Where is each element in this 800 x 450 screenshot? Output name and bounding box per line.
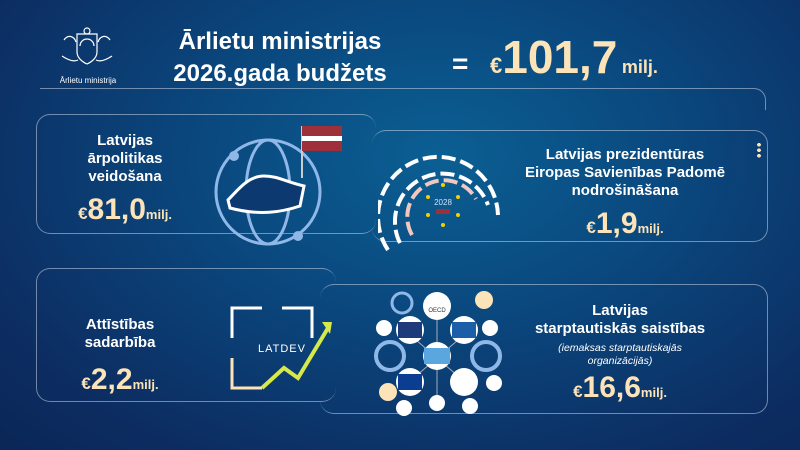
equals-sign: = — [452, 48, 469, 79]
title-line: Latvijas — [592, 302, 648, 319]
section-foreign-policy: Latvijas ārpolitikas veidošana €81,0milj… — [50, 132, 200, 233]
title-line: nodrošināšana — [571, 182, 679, 199]
page-title: Ārlietu ministrijas 2026.gada budžets — [140, 26, 420, 90]
more-options-icon[interactable] — [757, 142, 761, 158]
eu-parliament-icon: 2028 — [376, 135, 508, 260]
amount-value: 81,0 — [87, 193, 146, 226]
currency: € — [573, 382, 583, 401]
subtitle-line: (iemaksas starptautiskajās — [558, 342, 682, 354]
frame-line — [40, 88, 766, 110]
logo-caption: Ārlietu ministrija — [59, 76, 117, 85]
title-line: Eiropas Savienības Padomē — [524, 164, 726, 181]
oecd-label: OECD — [428, 308, 446, 314]
amount-value: 1,9 — [595, 207, 638, 240]
amount-unit: milj. — [621, 57, 658, 77]
section-amount: €2,2milj. — [81, 362, 158, 403]
amount-value: 16,6 — [582, 371, 641, 404]
section-international-commitments: Latvijas starptautiskās saistības (iemak… — [510, 302, 730, 411]
title-line: Latvijas — [97, 132, 153, 149]
section-title: Attīstības sadarbība — [85, 316, 156, 352]
amount-unit: milj. — [637, 221, 664, 236]
frame-line — [320, 284, 768, 414]
latdev-logo-text: LATDEV — [258, 343, 306, 355]
amount-unit: milj. — [145, 207, 172, 222]
subtitle-line: organizācijās) — [587, 355, 653, 367]
amount-unit: milj. — [132, 377, 159, 392]
title-line: ārpolitikas — [87, 150, 163, 167]
title-line: veidošana — [88, 168, 162, 185]
title-line: Attīstības — [85, 316, 155, 333]
latdev-puzzle-icon — [222, 298, 342, 403]
title-line: sadarbība — [84, 334, 156, 351]
currency: € — [586, 218, 596, 237]
section-subtitle: (iemaksas starptautiskajās organizācijās… — [558, 342, 682, 368]
section-amount: €16,6milj. — [573, 370, 667, 411]
amount-value: 2,2 — [90, 363, 133, 396]
title-line: Latvijas prezidentūras — [545, 146, 705, 163]
coat-of-arms-logo — [56, 26, 118, 70]
section-title: Latvijas prezidentūras Eiropas Savienība… — [525, 146, 725, 200]
amount-unit: milj. — [640, 385, 667, 400]
globe-latvia-flag-icon — [208, 122, 358, 257]
section-amount: €1,9milj. — [586, 206, 663, 247]
title-line: 2026.gada budžets — [173, 60, 387, 87]
year-badge: 2028 — [434, 198, 452, 207]
currency: € — [78, 204, 88, 223]
total-amount: €101,7 milj. — [490, 30, 658, 84]
currency: € — [490, 53, 503, 78]
amount-value: 101,7 — [502, 31, 618, 83]
section-amount: €81,0milj. — [78, 192, 172, 233]
section-eu-presidency: Latvijas prezidentūras Eiropas Savienība… — [505, 146, 745, 247]
frame-line — [36, 268, 336, 402]
section-title: Latvijas ārpolitikas veidošana — [87, 132, 162, 186]
section-title: Latvijas starptautiskās saistības — [535, 302, 705, 338]
section-development: Attīstības sadarbība €2,2milj. — [50, 316, 190, 403]
frame-line — [372, 130, 768, 242]
title-line: Ārlietu ministrijas — [178, 28, 382, 55]
title-line: starptautiskās saistības — [534, 320, 706, 337]
currency: € — [81, 374, 91, 393]
international-organizations-network-icon: OECD — [372, 288, 502, 423]
frame-line — [36, 114, 376, 234]
